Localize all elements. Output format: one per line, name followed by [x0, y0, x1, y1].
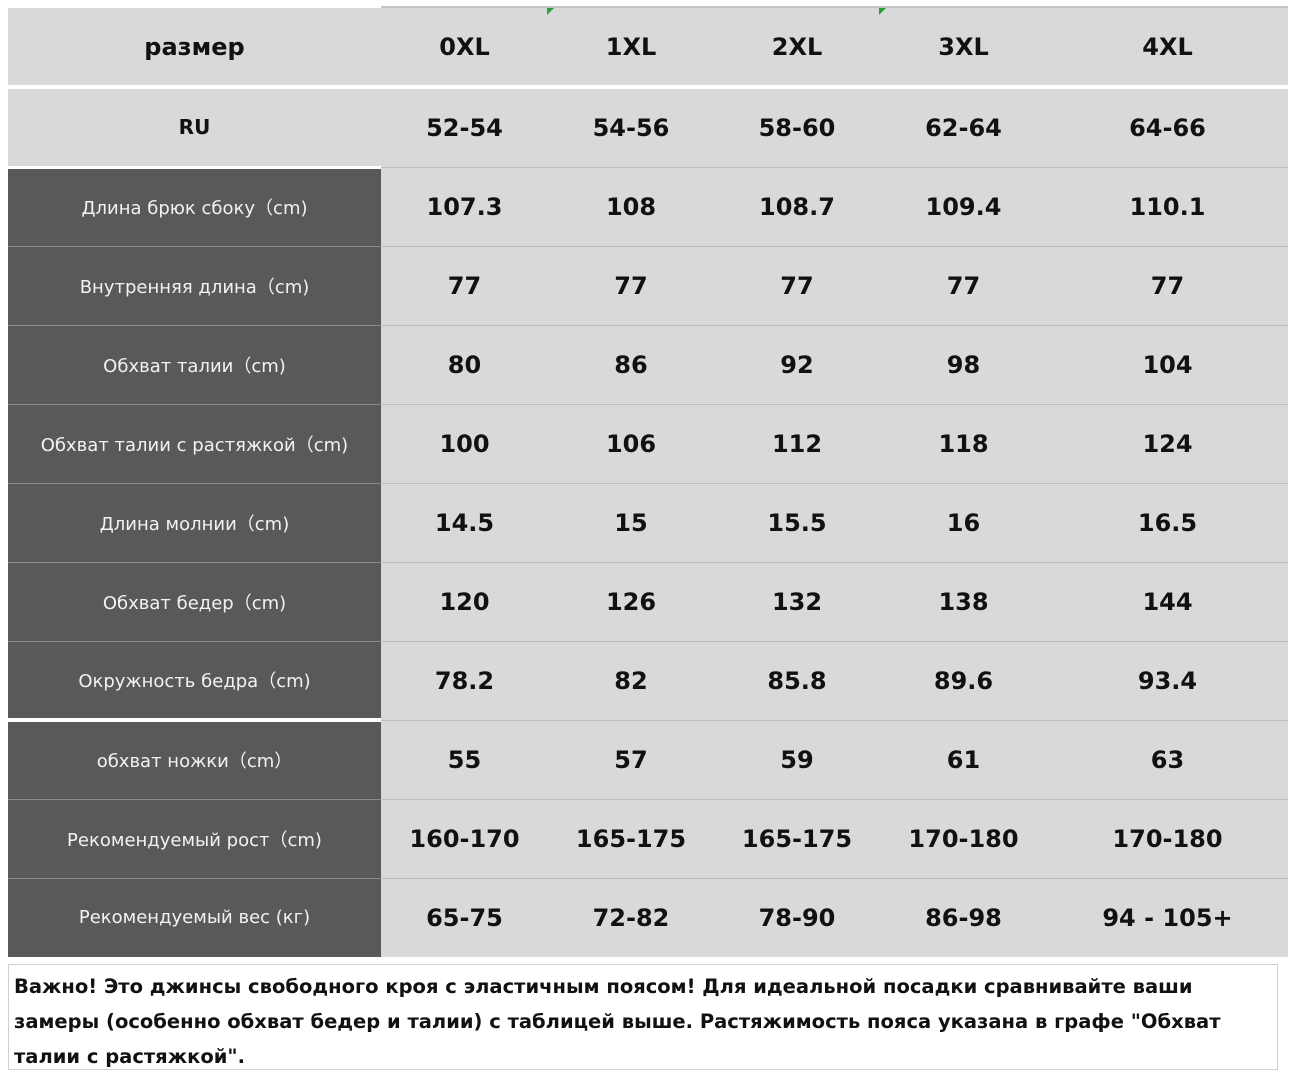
cell-value: 107.3 [381, 167, 548, 247]
cell-value: 110.1 [1047, 167, 1288, 247]
size-header-4xl: 4XL [1047, 6, 1288, 89]
cell-value: 16 [880, 483, 1047, 563]
cell-value: 98 [880, 325, 1047, 405]
cell-value: 104 [1047, 325, 1288, 405]
row-label-leg-opening: обхват ножки（cm） [8, 720, 381, 800]
fit-note: Важно! Это джинсы свободного кроя с элас… [8, 964, 1278, 1070]
cell-value: 86 [548, 325, 714, 405]
row-label-inseam: Внутренняя длина（cm) [8, 246, 381, 326]
cell-value: 82 [548, 641, 714, 721]
cell-value: 94 - 105+ [1047, 878, 1288, 957]
cell-value: 106 [548, 404, 714, 484]
row-label-side-length: Длина брюк сбоку（cm) [8, 167, 381, 247]
table-row: Обхват талии（cm) 80 86 92 98 104 [8, 325, 1288, 405]
size-header-label: размер [8, 6, 381, 89]
size-chart: размер 0XL 1XL 2XL 3XL 4XL RU 52-54 54-5… [8, 6, 1288, 957]
cell-value: 61 [880, 720, 1047, 800]
cell-value: 16.5 [1047, 483, 1288, 563]
cell-value: 59 [714, 720, 880, 800]
cell-value: 55 [381, 720, 548, 800]
cell-value: 108.7 [714, 167, 880, 247]
cell-value: 65-75 [381, 878, 548, 957]
row-label-thigh: Окружность бедра（cm) [8, 641, 381, 722]
cell-value: 80 [381, 325, 548, 405]
cell-value: 160-170 [381, 799, 548, 879]
header-row: размер 0XL 1XL 2XL 3XL 4XL [8, 6, 1288, 89]
cell-value: 15.5 [714, 483, 880, 563]
ru-label: RU [8, 87, 381, 169]
cell-value: 138 [880, 562, 1047, 642]
ru-value: 54-56 [548, 87, 714, 168]
table-row: Длина молнии（cm) 14.5 15 15.5 16 16.5 [8, 483, 1288, 563]
cell-value: 112 [714, 404, 880, 484]
cell-value: 89.6 [880, 641, 1047, 721]
cell-value: 170-180 [1047, 799, 1288, 879]
ru-size-row: RU 52-54 54-56 58-60 62-64 64-66 [8, 87, 1288, 169]
row-label-waist-stretched: Обхват талии с растяжкой（cm) [8, 404, 381, 484]
cell-value: 77 [548, 246, 714, 326]
size-table: размер 0XL 1XL 2XL 3XL 4XL RU 52-54 54-5… [8, 6, 1288, 957]
row-label-recommended-weight: Рекомендуемый вес (кг) [8, 878, 381, 957]
cell-value: 92 [714, 325, 880, 405]
table-row: обхват ножки（cm） 55 57 59 61 63 [8, 720, 1288, 800]
size-header-3xl: 3XL [880, 6, 1047, 89]
cell-value: 170-180 [880, 799, 1047, 879]
size-header-1xl: 1XL [548, 6, 714, 89]
row-label-recommended-height: Рекомендуемый рост（cm) [8, 799, 381, 879]
row-label-hips: Обхват бедер（cm) [8, 562, 381, 642]
table-row: Длина брюк сбоку（cm) 107.3 108 108.7 109… [8, 167, 1288, 247]
table-row: Рекомендуемый вес (кг) 65-75 72-82 78-90… [8, 878, 1288, 957]
table-row: Обхват талии с растяжкой（cm) 100 106 112… [8, 404, 1288, 484]
size-header-0xl: 0XL [381, 6, 548, 89]
cell-value: 126 [548, 562, 714, 642]
corner-marker-icon [547, 8, 554, 15]
cell-value: 124 [1047, 404, 1288, 484]
cell-value: 165-175 [548, 799, 714, 879]
cell-value: 85.8 [714, 641, 880, 721]
cell-value: 78.2 [381, 641, 548, 721]
ru-value: 58-60 [714, 87, 880, 168]
cell-value: 57 [548, 720, 714, 800]
ru-value: 52-54 [381, 87, 548, 168]
table-row: Окружность бедра（cm) 78.2 82 85.8 89.6 9… [8, 641, 1288, 722]
cell-value: 132 [714, 562, 880, 642]
cell-value: 77 [880, 246, 1047, 326]
size-header-2xl: 2XL [714, 6, 880, 89]
table-row: Обхват бедер（cm) 120 126 132 138 144 [8, 562, 1288, 642]
cell-value: 108 [548, 167, 714, 247]
cell-value: 14.5 [381, 483, 548, 563]
table-row: Внутренняя длина（cm) 77 77 77 77 77 [8, 246, 1288, 326]
cell-value: 165-175 [714, 799, 880, 879]
cell-value: 77 [381, 246, 548, 326]
table-row: Рекомендуемый рост（cm) 160-170 165-175 1… [8, 799, 1288, 879]
cell-value: 118 [880, 404, 1047, 484]
cell-value: 144 [1047, 562, 1288, 642]
ru-value: 64-66 [1047, 87, 1288, 168]
cell-value: 77 [714, 246, 880, 326]
cell-value: 15 [548, 483, 714, 563]
corner-marker-icon [879, 8, 886, 15]
cell-value: 100 [381, 404, 548, 484]
row-label-zipper-length: Длина молнии（cm) [8, 483, 381, 563]
cell-value: 109.4 [880, 167, 1047, 247]
cell-value: 72-82 [548, 878, 714, 957]
cell-value: 78-90 [714, 878, 880, 957]
cell-value: 120 [381, 562, 548, 642]
cell-value: 86-98 [880, 878, 1047, 957]
row-label-waist: Обхват талии（cm) [8, 325, 381, 405]
cell-value: 63 [1047, 720, 1288, 800]
cell-value: 77 [1047, 246, 1288, 326]
cell-value: 93.4 [1047, 641, 1288, 721]
ru-value: 62-64 [880, 87, 1047, 168]
